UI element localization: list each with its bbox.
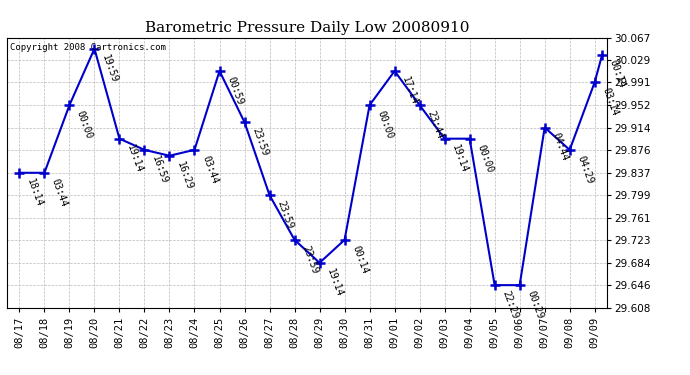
Text: 19:14: 19:14 — [125, 143, 144, 174]
Text: 19:14: 19:14 — [450, 143, 470, 174]
Title: Barometric Pressure Daily Low 20080910: Barometric Pressure Daily Low 20080910 — [145, 21, 469, 35]
Text: 00:14: 00:14 — [608, 59, 627, 90]
Text: 04:29: 04:29 — [575, 154, 595, 185]
Text: 23:59: 23:59 — [250, 126, 270, 158]
Text: Copyright 2008 Cartronics.com: Copyright 2008 Cartronics.com — [10, 43, 166, 52]
Text: 00:00: 00:00 — [475, 143, 495, 174]
Text: 23:59: 23:59 — [300, 244, 319, 275]
Text: 03:14: 03:14 — [600, 86, 620, 117]
Text: 00:14: 00:14 — [350, 244, 370, 275]
Text: 17:14: 17:14 — [400, 75, 420, 106]
Text: 19:59: 19:59 — [100, 53, 119, 84]
Text: 16:29: 16:29 — [175, 160, 195, 191]
Text: 03:44: 03:44 — [50, 177, 70, 208]
Text: 23:44: 23:44 — [425, 110, 444, 140]
Text: 16:59: 16:59 — [150, 154, 170, 185]
Text: 22:29: 22:29 — [500, 290, 520, 320]
Text: 18:14: 18:14 — [25, 177, 44, 208]
Text: 00:00: 00:00 — [375, 110, 395, 140]
Text: 00:00: 00:00 — [75, 110, 95, 140]
Text: 19:14: 19:14 — [325, 267, 344, 298]
Text: 00:59: 00:59 — [225, 75, 244, 106]
Text: 03:44: 03:44 — [200, 154, 219, 185]
Text: 04:44: 04:44 — [550, 132, 570, 163]
Text: 23:59: 23:59 — [275, 200, 295, 230]
Text: 00:29: 00:29 — [525, 290, 544, 320]
